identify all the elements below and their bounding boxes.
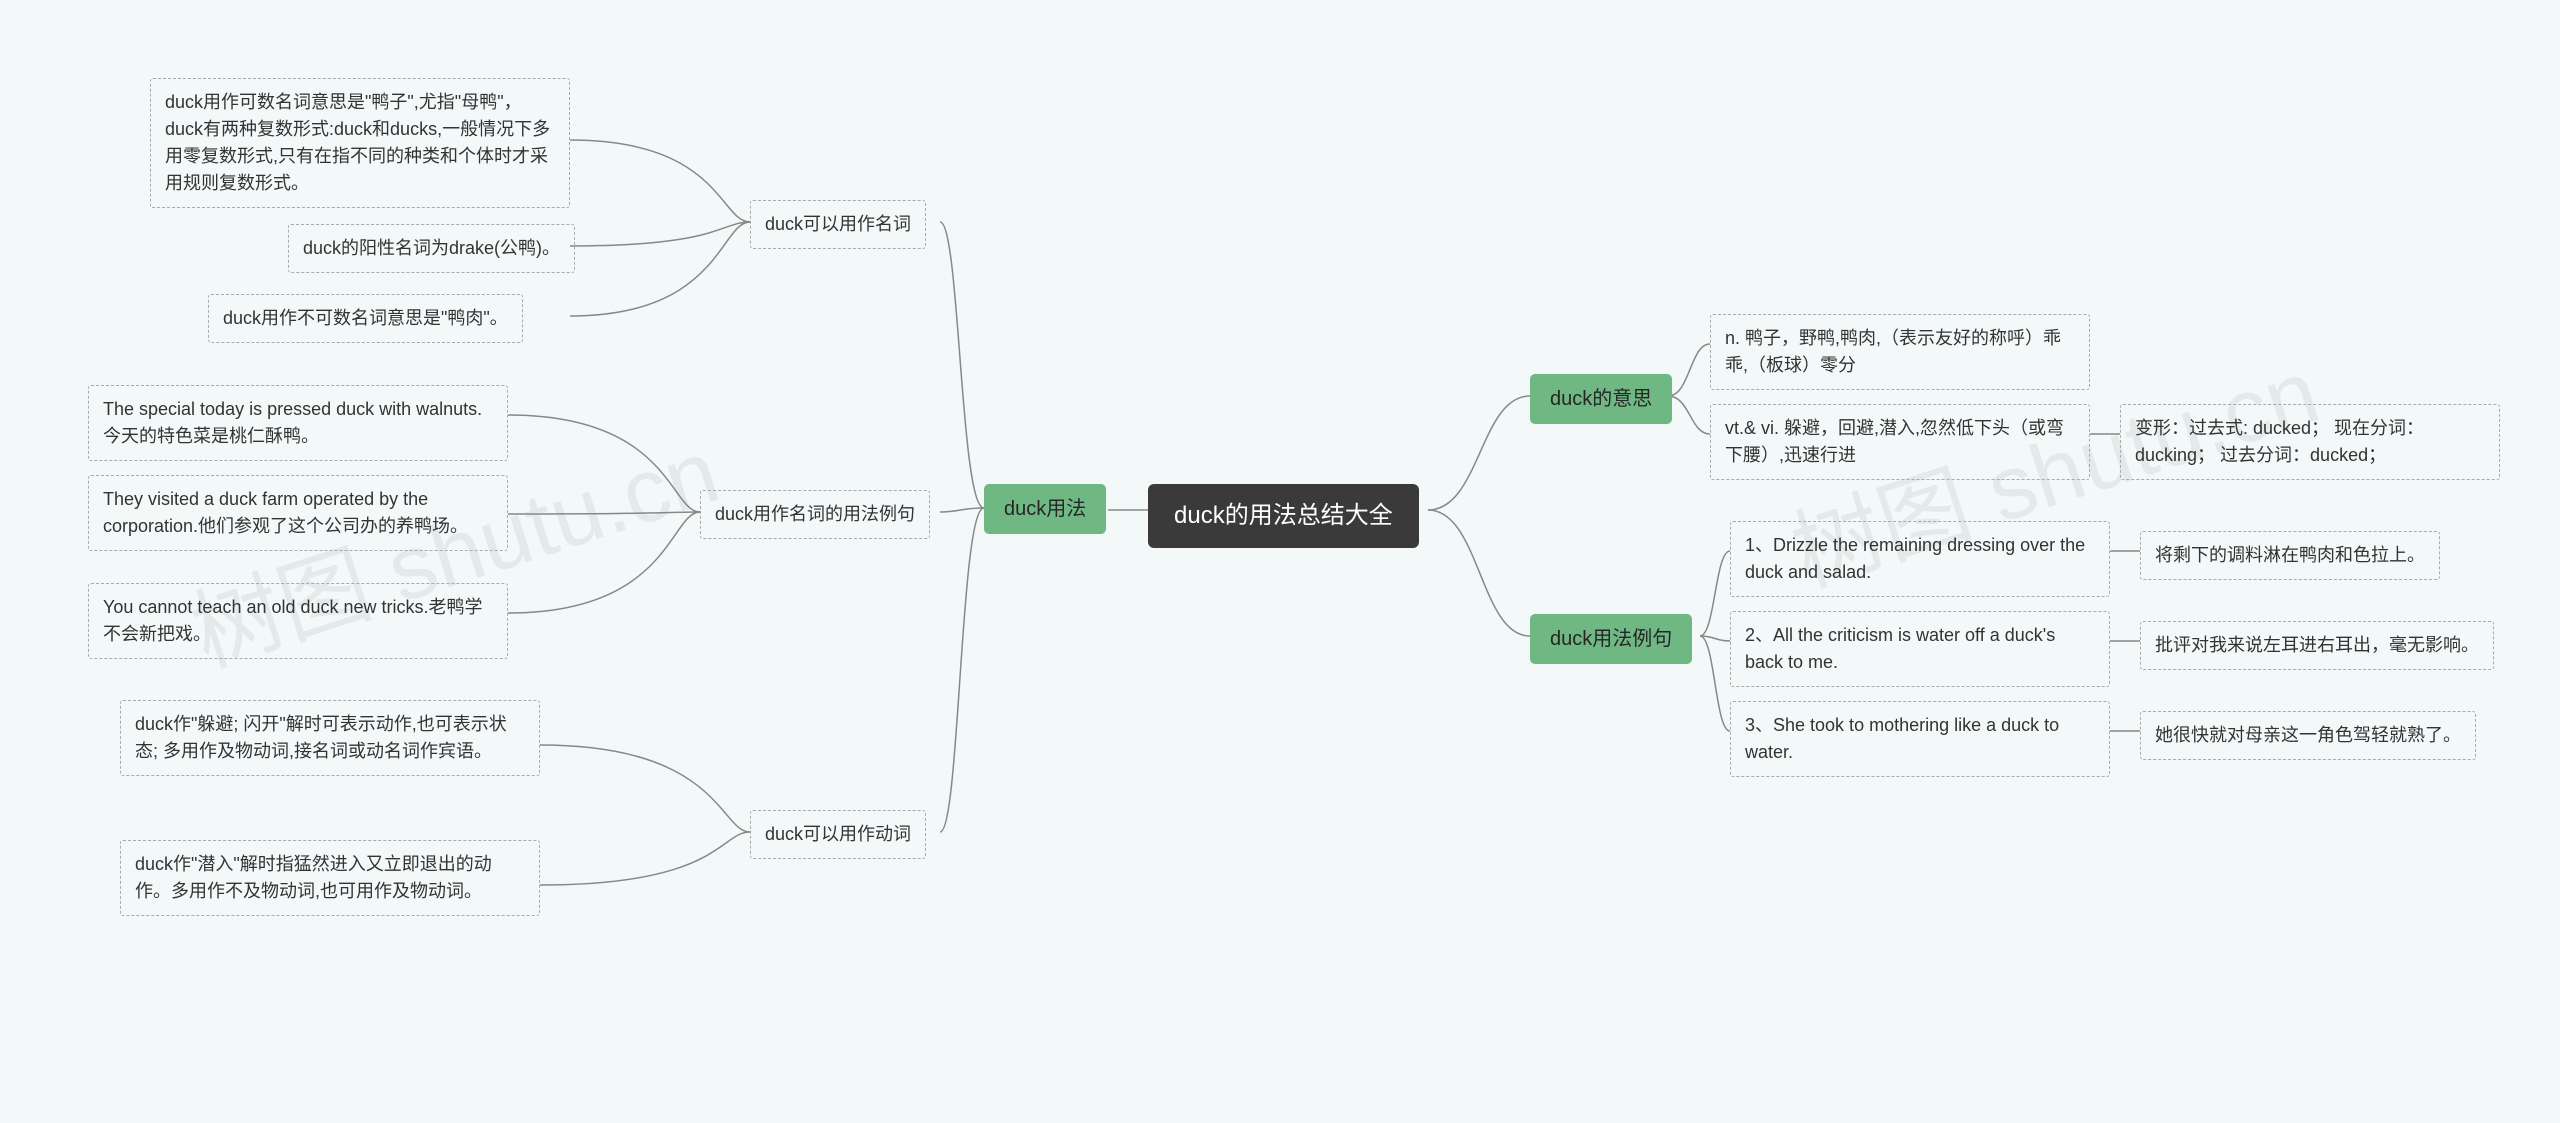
leaf-verb-usage-d1: duck作"躲避; 闪开"解时可表示动作,也可表示状态; 多用作及物动词,接名词… [120,700,540,776]
leaf-noun-usage-label: duck可以用作名词 [750,200,926,249]
branch-usage: duck用法 [984,484,1106,534]
leaf-ex3-en: 3、She took to mothering like a duck to w… [1730,701,2110,777]
leaf-meaning-forms: 变形：过去式: ducked； 现在分词：ducking； 过去分词：ducke… [2120,404,2500,480]
leaf-noun-usage-d2: duck的阳性名词为drake(公鸭)。 [288,224,575,273]
leaf-ex1-en: 1、Drizzle the remaining dressing over th… [1730,521,2110,597]
leaf-meaning-verb: vt.& vi. 躲避，回避,潜入,忽然低下头（或弯下腰）,迅速行进 [1710,404,2090,480]
branch-meaning: duck的意思 [1530,374,1672,424]
leaf-ex1-zh: 将剩下的调料淋在鸭肉和色拉上。 [2140,531,2440,580]
leaf-noun-usage-d1: duck用作可数名词意思是"鸭子",尤指"母鸭"，duck有两种复数形式:duc… [150,78,570,208]
leaf-noun-usage-d3: duck用作不可数名词意思是"鸭肉"。 [208,294,523,343]
leaf-verb-usage-label: duck可以用作动词 [750,810,926,859]
branch-examples: duck用法例句 [1530,614,1692,664]
leaf-noun-ex1: The special today is pressed duck with w… [88,385,508,461]
leaf-noun-ex3: You cannot teach an old duck new tricks.… [88,583,508,659]
leaf-ex2-zh: 批评对我来说左耳进右耳出，毫无影响。 [2140,621,2494,670]
leaf-ex2-en: 2、All the criticism is water off a duck'… [1730,611,2110,687]
root-node: duck的用法总结大全 [1148,484,1419,548]
leaf-meaning-noun: n. 鸭子，野鸭,鸭肉,（表示友好的称呼）乖乖,（板球）零分 [1710,314,2090,390]
leaf-verb-usage-d2: duck作"潜入"解时指猛然进入又立即退出的动作。多用作不及物动词,也可用作及物… [120,840,540,916]
leaf-noun-ex2: They visited a duck farm operated by the… [88,475,508,551]
leaf-noun-ex-label: duck用作名词的用法例句 [700,490,930,539]
leaf-ex3-zh: 她很快就对母亲这一角色驾轻就熟了。 [2140,711,2476,760]
